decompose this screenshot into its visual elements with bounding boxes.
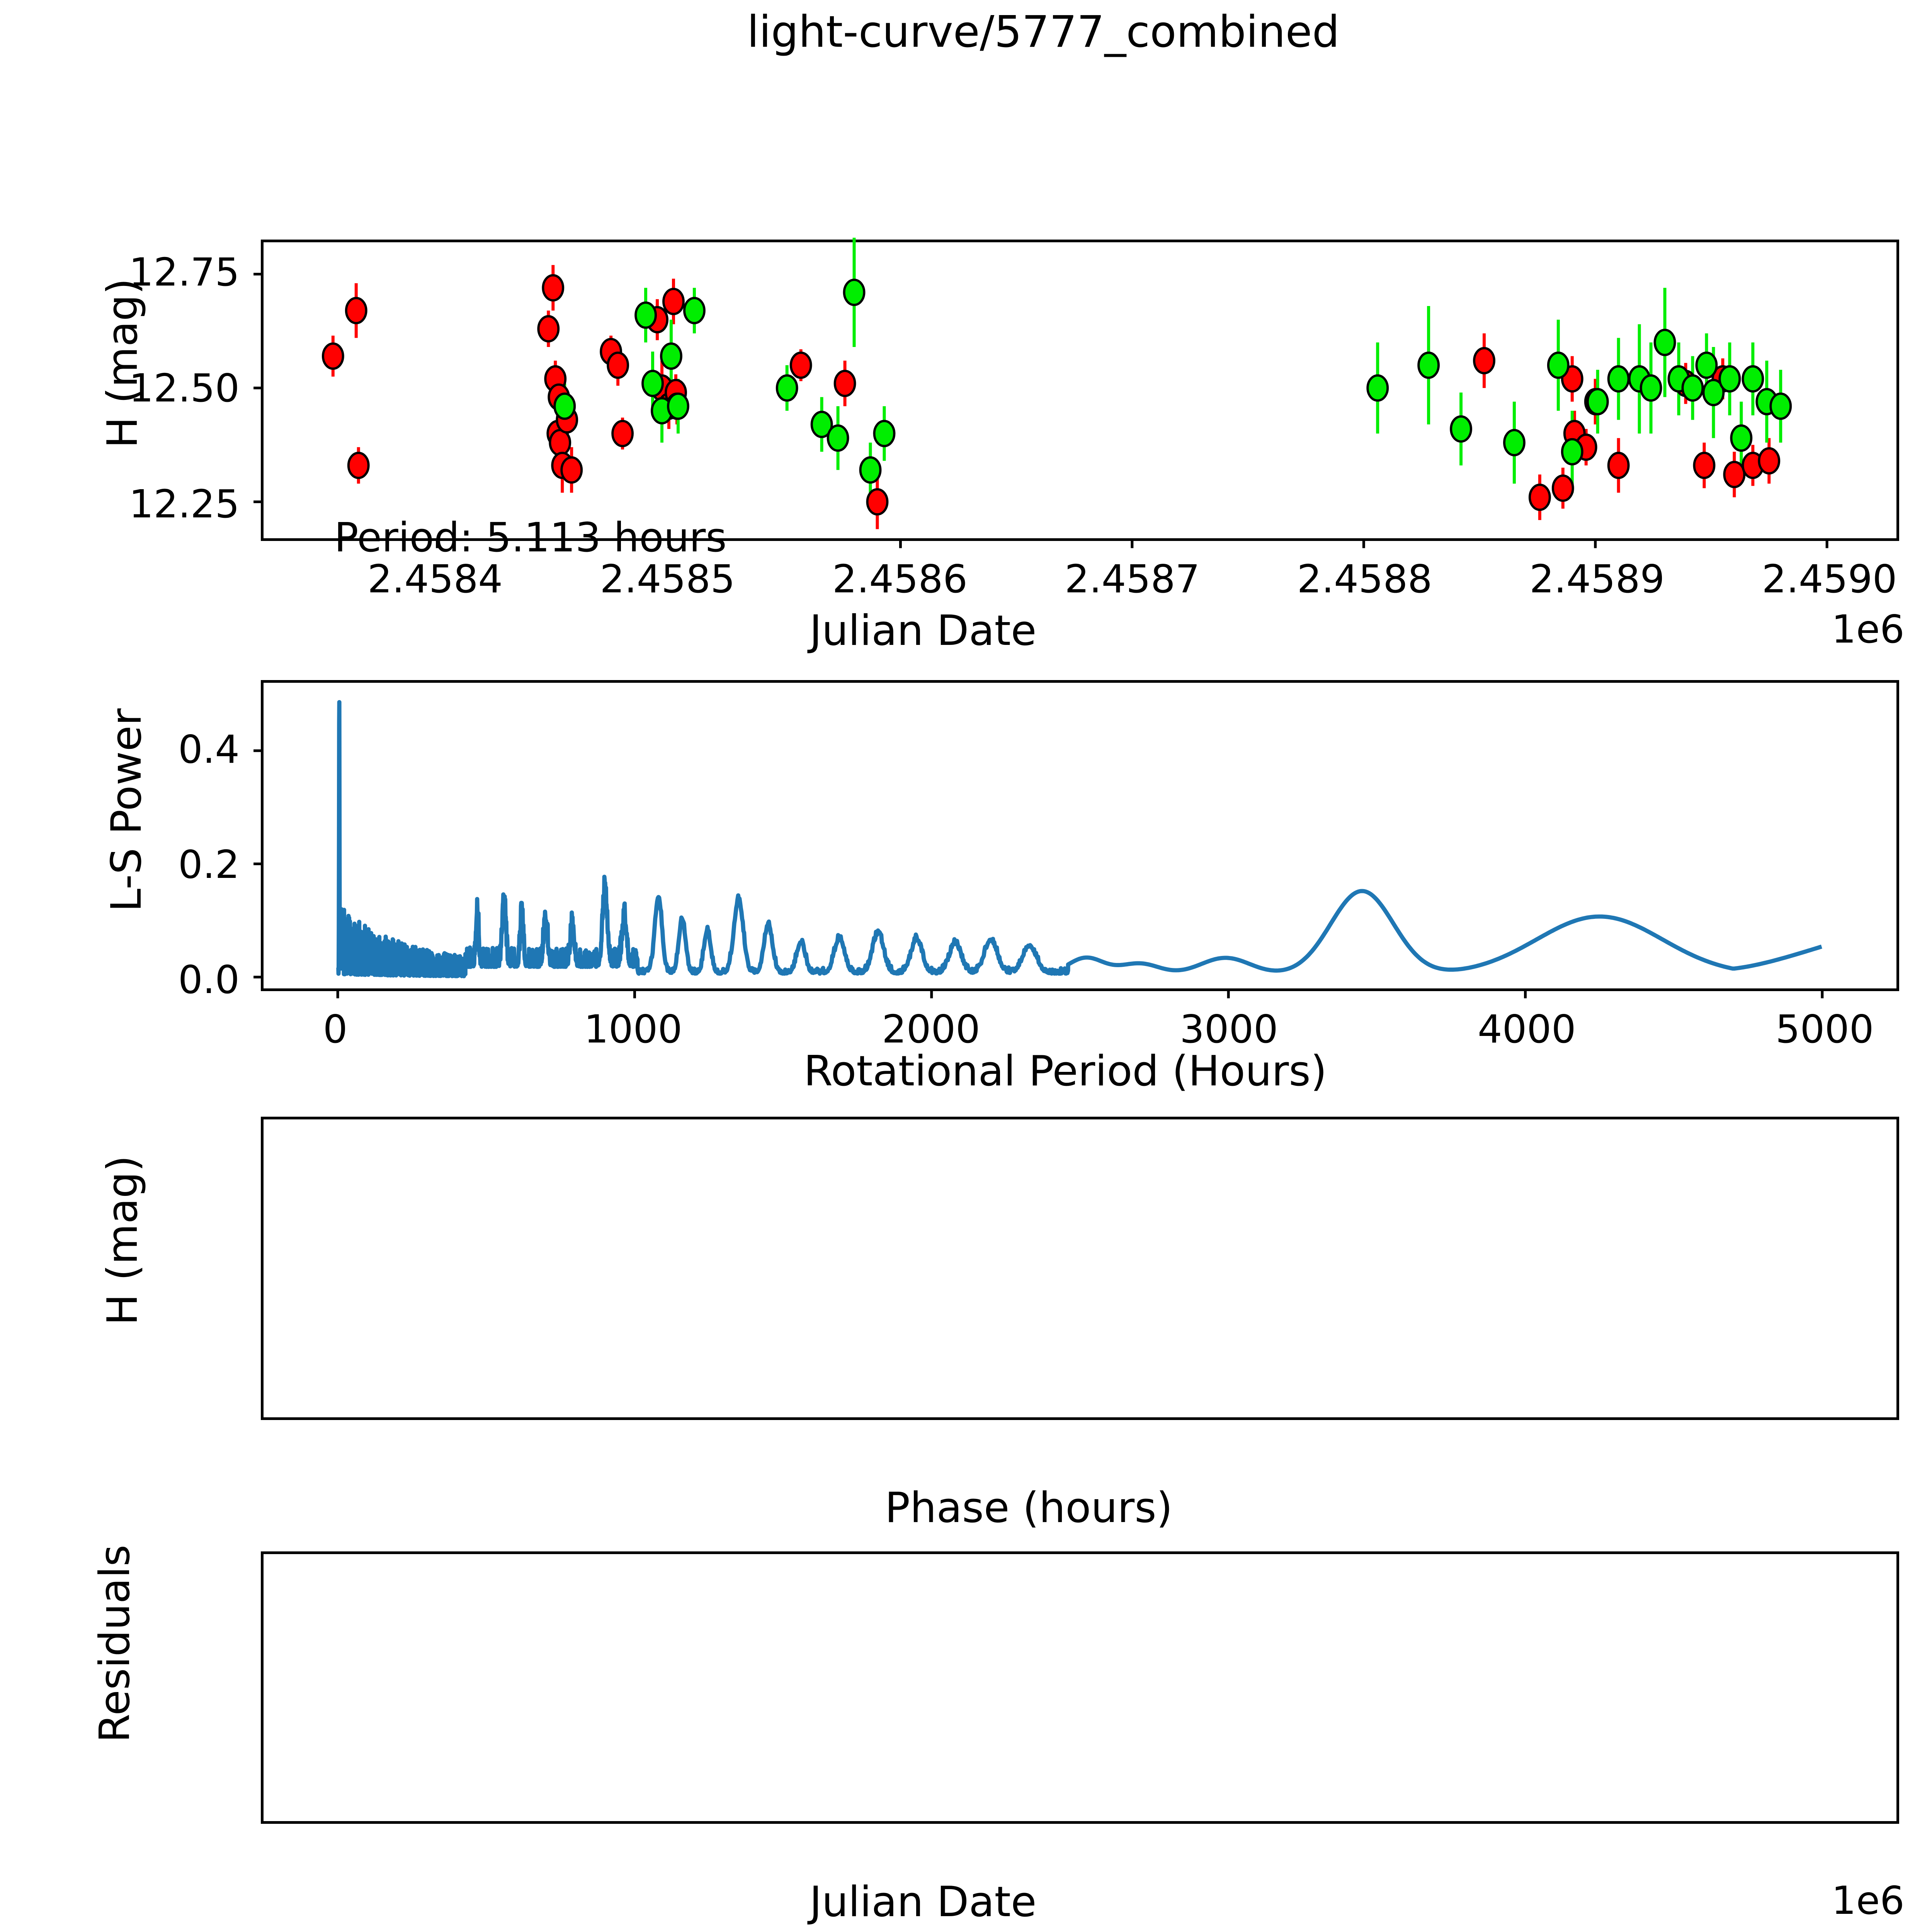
phase-xlabel: Phase (hours) — [885, 1484, 1173, 1532]
panel-lightcurve — [253, 238, 1899, 548]
periodogram-ytick-0: 0.0 — [178, 957, 240, 1003]
lightcurve-ytick-1: 12.50 — [129, 366, 240, 411]
lightcurve-xtick-2: 2.4586 — [832, 556, 968, 602]
periodogram-xtick-3: 3000 — [1180, 1007, 1278, 1052]
periodogram-xlabel: Rotational Period (Hours) — [804, 1047, 1327, 1095]
panel-residuals — [261, 1551, 1899, 1824]
lightcurve-xtick-5: 2.4589 — [1529, 556, 1665, 602]
errorbar-green — [563, 238, 1782, 497]
lightcurve-xtick-1: 2.4585 — [600, 556, 735, 602]
lightcurve-xtick-4: 2.4588 — [1297, 556, 1432, 602]
periodogram-xtick-4: 4000 — [1478, 1007, 1576, 1052]
lightcurve-x-offset: 1e6 — [1832, 607, 1905, 652]
periodogram-xtick-1: 1000 — [584, 1007, 682, 1052]
lightcurve-xtick-6: 2.4590 — [1762, 556, 1897, 602]
periodogram-xtick-5: 5000 — [1776, 1007, 1874, 1052]
lightcurve-xtick-3: 2.4587 — [1065, 556, 1200, 602]
periodogram-curve — [336, 700, 1822, 978]
phase-ylabel: H (mag) — [99, 1155, 147, 1325]
panel-periodogram — [253, 680, 1899, 998]
residuals-xlabel: Julian Date — [810, 1878, 1037, 1926]
lightcurve-ylabel: H (mag) — [99, 278, 147, 448]
datapoints-red — [321, 274, 1781, 516]
panel-phase-folded — [261, 1117, 1899, 1420]
lightcurve-ytick-2: 12.75 — [129, 250, 240, 295]
lightcurve-xlabel: Julian Date — [810, 607, 1037, 655]
figure-title: light-curve/5777_combined — [747, 7, 1340, 57]
periodogram-ylabel: L-S Power — [102, 708, 151, 912]
lightcurve-xtick-0: 2.4584 — [367, 556, 503, 602]
periodogram-ytick-2: 0.4 — [178, 726, 240, 772]
datapoints-green — [553, 279, 1792, 484]
periodogram-ytick-1: 0.2 — [178, 842, 240, 888]
residuals-x-offset: 1e6 — [1832, 1878, 1905, 1923]
lightcurve-ytick-0: 12.25 — [129, 481, 240, 527]
periodogram-xtick-2: 2000 — [882, 1007, 980, 1052]
periodogram-xtick-0: 0 — [323, 1007, 348, 1052]
lightcurve-period-annotation: Period: 5.113 hours — [334, 514, 727, 561]
residuals-ylabel: Residuals — [91, 1544, 139, 1743]
